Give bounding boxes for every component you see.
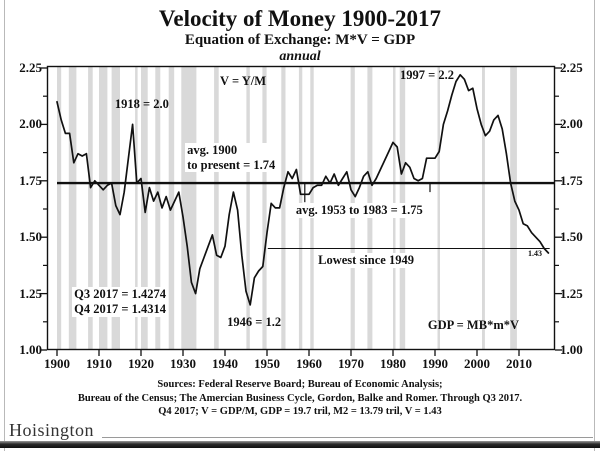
y-axis-label-left: 2.25	[19, 60, 42, 75]
recession-band	[181, 67, 197, 349]
peak-1918-note: 1918 = 2.0	[114, 96, 169, 111]
avg-1953-note: avg. 1953 to 1983 = 1.75	[293, 202, 425, 218]
y-axis-label-left: 2.00	[19, 116, 42, 132]
sources-line-1: Sources: Federal Reserve Board; Bureau o…	[157, 379, 443, 390]
footer-band	[0, 441, 600, 448]
page-left-border	[4, 0, 5, 451]
recession-band	[111, 67, 120, 349]
hoisington-watermark: Hoisington	[9, 420, 95, 440]
end-value-note: 1.43	[526, 248, 543, 259]
x-axis-label: 1930	[170, 356, 196, 371]
sources-block: Sources: Federal Reserve Board; Bureau o…	[0, 378, 600, 419]
sources-line-2: Bureau of the Census; The Amercian Busin…	[77, 392, 523, 404]
recession-band	[99, 67, 108, 349]
plot-frame	[46, 65, 556, 351]
peak-1997-note: 1997 = 2.2	[400, 67, 455, 82]
y-axis-label-left: 1.50	[19, 229, 42, 245]
recession-band	[135, 67, 138, 349]
x-axis-label: 2000	[464, 356, 490, 371]
y-axis-label-left: 1.00	[19, 342, 42, 357]
x-axis-label: 2010	[506, 356, 532, 371]
x-axis-label: 1900	[44, 356, 70, 371]
x-axis-label: 1960	[296, 356, 322, 371]
x-axis-label: 1940	[212, 356, 238, 371]
y-axis-label-right: 1.75	[560, 172, 583, 188]
q3-q4-2017-note: Q3 2017 = 1.4274 Q4 2017 = 1.4314	[72, 287, 168, 317]
avg-1900-note: avg. 1900 to present = 1.74	[185, 142, 278, 173]
recession-band	[437, 67, 440, 349]
recession-band	[246, 67, 250, 349]
y-axis-label-right: 1.50	[560, 229, 583, 245]
v-equation-note: V = Y/M	[220, 74, 267, 89]
recession-band	[88, 67, 93, 349]
x-axis-label: 1950	[254, 356, 280, 371]
footer-rule	[102, 437, 593, 438]
lowest-since-1949-note: Lowest since 1949	[316, 252, 416, 268]
y-axis-label-right: 2.00	[560, 116, 583, 132]
x-axis-label: 1970	[338, 356, 364, 371]
recession-band	[155, 67, 161, 349]
chart-frequency-label: annual	[279, 49, 321, 64]
y-axis-label-left: 1.25	[19, 285, 42, 301]
recession-band	[281, 67, 286, 349]
velocity-series-line	[56, 73, 550, 306]
recession-band	[214, 67, 219, 349]
sources-line-3: Q4 2017; V = GDP/M, GDP = 19.7 tril, M2 …	[158, 406, 442, 417]
page-right-border	[594, 0, 595, 451]
recession-band	[68, 67, 77, 349]
recession-band	[262, 67, 267, 349]
y-axis-label-right: 2.25	[560, 60, 583, 75]
chart-subtitle: Equation of Exchange: M*V = GDP	[184, 32, 416, 48]
x-axis-label: 1910	[86, 356, 112, 371]
y-axis-label-right: 1.00	[560, 342, 583, 357]
gdp-equation-note: GDP = MB*m*V	[427, 317, 520, 332]
y-axis-label-left: 1.75	[19, 172, 42, 188]
x-axis-label: 1990	[422, 356, 448, 371]
chart-title: Velocity of Money 1900-2017	[158, 6, 442, 31]
x-axis-label: 1980	[380, 356, 406, 371]
x-axis-label: 1920	[128, 356, 154, 371]
trough-1946-note: 1946 = 1.2	[227, 315, 282, 330]
recession-band	[482, 67, 485, 349]
y-axis-label-right: 1.25	[560, 285, 583, 301]
recession-band	[510, 67, 517, 349]
recession-band	[57, 67, 62, 349]
